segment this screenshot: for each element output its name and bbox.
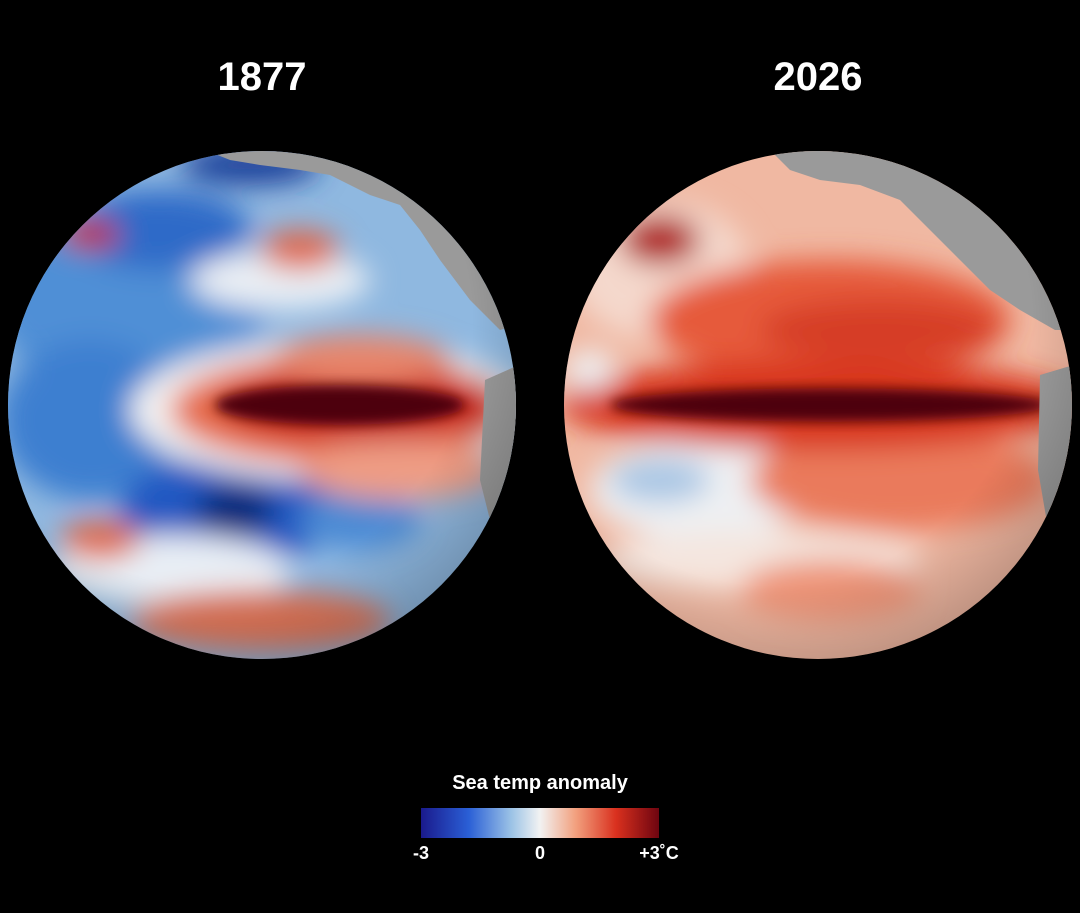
- panel-title: 1877: [218, 55, 307, 99]
- legend-label: +3˚C: [639, 843, 679, 863]
- globe-shade: [564, 151, 1072, 659]
- legend-title: Sea temp anomaly: [452, 772, 629, 794]
- globe-1877: [8, 151, 516, 659]
- globe-2026: [564, 151, 1072, 659]
- legend-label: 0: [535, 843, 545, 863]
- colorbar: [421, 808, 659, 838]
- legend-label: -3: [413, 843, 429, 863]
- panel-title: 2026: [774, 55, 863, 99]
- globe-shade: [8, 151, 516, 659]
